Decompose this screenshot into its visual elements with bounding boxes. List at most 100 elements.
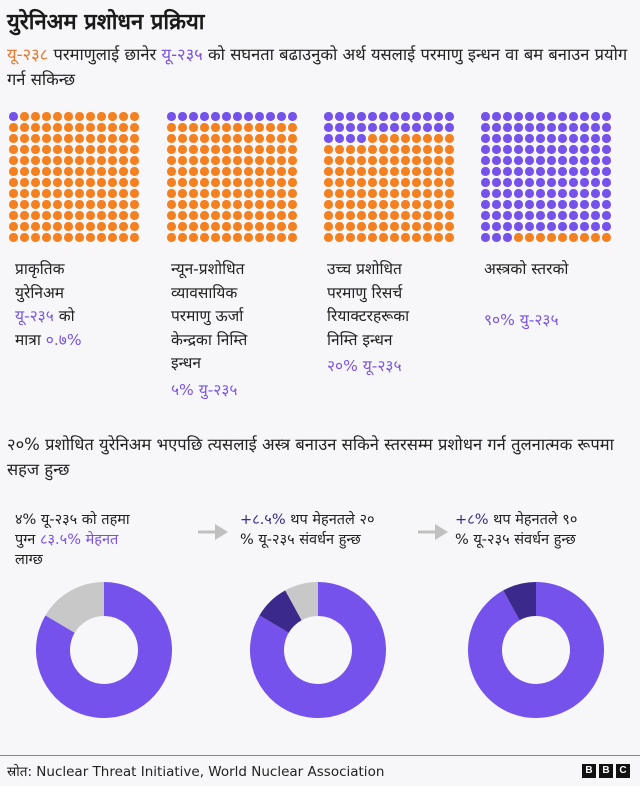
u235-dot bbox=[591, 167, 600, 176]
u235-dot bbox=[492, 167, 501, 176]
u238-dot bbox=[401, 156, 410, 165]
u238-dot bbox=[423, 178, 432, 187]
u235-dot bbox=[591, 222, 600, 231]
u235-dot bbox=[558, 134, 567, 143]
u238-dot bbox=[255, 123, 264, 132]
u238-dot bbox=[167, 178, 176, 187]
u235-dot bbox=[390, 123, 399, 132]
u238-dot bbox=[97, 156, 106, 165]
u238-dot bbox=[189, 200, 198, 209]
u235-dot bbox=[255, 112, 264, 121]
u238-dot bbox=[233, 134, 242, 143]
u235-dot bbox=[481, 156, 490, 165]
u238-dot bbox=[86, 233, 95, 242]
u235-dot bbox=[525, 156, 534, 165]
u238-dot bbox=[178, 178, 187, 187]
u238-dot bbox=[119, 222, 128, 231]
label-line: केन्द्रका निम्ति bbox=[171, 330, 248, 349]
u238-dot bbox=[423, 233, 432, 242]
u238-dot bbox=[119, 167, 128, 176]
u238-dot bbox=[277, 200, 286, 209]
u238-dot bbox=[178, 233, 187, 242]
u238-dot bbox=[379, 156, 388, 165]
u235-dot bbox=[525, 167, 534, 176]
u238-dot bbox=[211, 200, 220, 209]
u235-dot bbox=[492, 156, 501, 165]
label-line: इन्धन bbox=[171, 354, 202, 372]
u238-dot bbox=[423, 145, 432, 154]
label-natural: प्राकृतिक युरेनिअम यू-२३५ को मात्रा ०.७% bbox=[15, 258, 165, 352]
u238-dot bbox=[211, 233, 220, 242]
u238-dot bbox=[189, 222, 198, 231]
u238-dot bbox=[379, 178, 388, 187]
u238-dot bbox=[222, 178, 231, 187]
u238-dot bbox=[346, 178, 355, 187]
u235-dot bbox=[525, 211, 534, 220]
u235-dot bbox=[591, 134, 600, 143]
u238-dot bbox=[97, 112, 106, 121]
u238-dot bbox=[167, 200, 176, 209]
u235-dot bbox=[324, 123, 333, 132]
u238-dot bbox=[434, 200, 443, 209]
u235-dot bbox=[514, 167, 523, 176]
u235-dot bbox=[492, 123, 501, 132]
section-heading: २०% प्रशोधित युरेनिअम भएपछि त्यसलाई अस्त… bbox=[7, 435, 614, 479]
u238-dot bbox=[390, 156, 399, 165]
u238-dot bbox=[255, 233, 264, 242]
u238-dot bbox=[423, 189, 432, 198]
u238-dot bbox=[434, 145, 443, 154]
u238-dot bbox=[324, 233, 333, 242]
step-3: +८% थप मेहनतले ९० % यू-२३५ संवर्धन हुन्छ bbox=[455, 510, 640, 550]
u238-dot bbox=[53, 200, 62, 209]
u238-dot bbox=[390, 189, 399, 198]
u238-dot bbox=[368, 134, 377, 143]
u238-dot bbox=[288, 200, 297, 209]
u235-dot bbox=[569, 112, 578, 121]
waffle-natural bbox=[9, 112, 141, 244]
u235-dot bbox=[558, 167, 567, 176]
u238-dot bbox=[277, 222, 286, 231]
u235-dot bbox=[503, 189, 512, 198]
label-line: निम्ति इन्धन bbox=[327, 330, 393, 349]
pct-value: ०.७% bbox=[45, 330, 82, 349]
u235-dot bbox=[288, 112, 297, 121]
u235-dot bbox=[558, 200, 567, 209]
arrow-right-icon bbox=[198, 524, 228, 540]
u238-dot bbox=[390, 167, 399, 176]
u235-dot bbox=[514, 222, 523, 231]
u238-dot bbox=[434, 211, 443, 220]
u238-dot bbox=[108, 178, 117, 187]
u235-dot bbox=[492, 200, 501, 209]
u235-dot bbox=[536, 189, 545, 198]
u238-dot bbox=[412, 145, 421, 154]
u238-dot bbox=[244, 134, 253, 143]
u238-dot bbox=[119, 200, 128, 209]
u238-dot bbox=[390, 233, 399, 242]
u235-dot bbox=[558, 123, 567, 132]
u238-dot bbox=[401, 233, 410, 242]
u238-dot bbox=[324, 178, 333, 187]
u238-dot bbox=[200, 222, 209, 231]
step-text: लाग्छ bbox=[15, 552, 43, 568]
u235-dot bbox=[580, 145, 589, 154]
u238-dot bbox=[222, 189, 231, 198]
step-1: ४% यू-२३५ को तहमा पुग्न ८३.५% मेहनत लाग्… bbox=[15, 510, 195, 570]
u238-dot bbox=[536, 233, 545, 242]
u238-dot bbox=[379, 233, 388, 242]
donut-slice-effort-done bbox=[250, 582, 386, 718]
u238-dot bbox=[445, 222, 454, 231]
u235-dot bbox=[591, 189, 600, 198]
u238-dot bbox=[97, 222, 106, 231]
u238-dot bbox=[86, 156, 95, 165]
u235-dot bbox=[569, 145, 578, 154]
u238-dot bbox=[412, 233, 421, 242]
u238-dot bbox=[64, 112, 73, 121]
u238-dot bbox=[335, 222, 344, 231]
u238-dot bbox=[368, 222, 377, 231]
u235-dot bbox=[558, 112, 567, 121]
u238-dot bbox=[445, 233, 454, 242]
u238-dot bbox=[108, 211, 117, 220]
u238-dot bbox=[42, 156, 51, 165]
u238-dot bbox=[189, 189, 198, 198]
u238-dot bbox=[211, 145, 220, 154]
